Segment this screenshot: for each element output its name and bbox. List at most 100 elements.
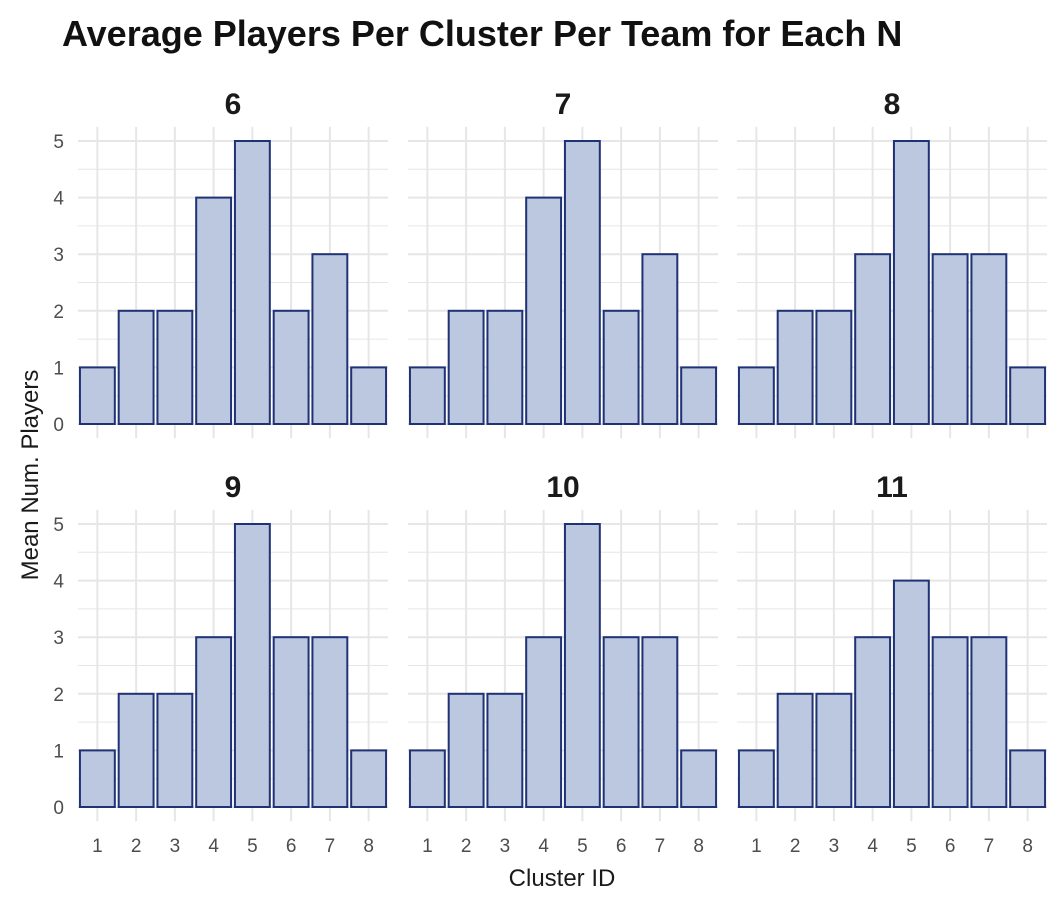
bar <box>408 366 446 425</box>
x-tick-label: 3 <box>500 836 511 857</box>
x-tick-label: 3 <box>170 836 181 857</box>
bar <box>272 636 310 809</box>
y-tick-label: 1 <box>53 358 64 379</box>
x-tick-label: 7 <box>655 836 666 857</box>
bar <box>78 749 116 809</box>
x-tick-label: 7 <box>984 836 995 857</box>
x-tick-label: 4 <box>867 836 878 857</box>
x-axis-label: Cluster ID <box>509 865 616 892</box>
y-tick-label: 4 <box>53 572 64 593</box>
chart-title: Average Players Per Cluster Per Team for… <box>62 13 902 54</box>
bar <box>641 636 679 809</box>
bar <box>970 253 1008 425</box>
x-tick-label: 2 <box>790 836 801 857</box>
y-tick-label: 3 <box>53 628 64 649</box>
y-axis-label: Mean Num. Players <box>17 370 44 581</box>
bar <box>680 749 718 809</box>
bar <box>525 636 563 809</box>
y-tick-label: 0 <box>53 415 64 436</box>
x-tick-label: 8 <box>693 836 704 857</box>
bar <box>350 749 388 809</box>
y-tick-label: 2 <box>53 302 64 323</box>
x-tick-label: 3 <box>829 836 840 857</box>
bar <box>815 309 853 425</box>
facet-strip-label: 10 <box>546 471 579 504</box>
bar <box>156 309 194 425</box>
x-tick-label: 4 <box>538 836 549 857</box>
bar <box>350 366 388 425</box>
x-tick-label: 1 <box>92 836 103 857</box>
bar <box>641 253 679 425</box>
facet-strip-label: 6 <box>225 88 242 121</box>
x-tick-label: 2 <box>461 836 472 857</box>
bar <box>737 749 775 809</box>
facet-panel-9: 9 0 1 2 3 4 5 1 2 3 4 5 6 7 8 <box>53 471 388 857</box>
bar <box>602 309 640 425</box>
bar <box>233 523 271 808</box>
bar <box>156 692 194 808</box>
bar <box>195 636 233 809</box>
bar <box>602 636 640 809</box>
y-tick-label: 2 <box>53 685 64 706</box>
facet-panel-6: 6 0 1 2 3 4 5 <box>53 88 388 439</box>
x-tick-label: 6 <box>945 836 956 857</box>
bar <box>970 636 1008 809</box>
bar <box>892 140 930 425</box>
y-tick-label: 5 <box>53 132 64 153</box>
x-tick-label: 6 <box>286 836 297 857</box>
bar <box>447 309 485 425</box>
bar <box>311 253 349 425</box>
bar <box>563 140 601 425</box>
facet-strip-label: 7 <box>555 88 572 121</box>
facet-strip-label: 11 <box>876 471 908 504</box>
x-tick-label: 1 <box>751 836 762 857</box>
bar <box>931 636 969 809</box>
x-tick-label: 8 <box>1022 836 1033 857</box>
bar <box>486 692 524 808</box>
x-tick-label: 2 <box>131 836 142 857</box>
facet-panel-8: 8 <box>737 88 1047 439</box>
bar <box>854 636 892 809</box>
bar <box>311 636 349 809</box>
bar <box>78 366 116 425</box>
bar <box>854 253 892 425</box>
x-tick-label: 5 <box>577 836 588 857</box>
y-tick-label: 5 <box>53 515 64 536</box>
facet-panel-10: 10 1 2 3 4 5 6 7 8 <box>408 471 718 857</box>
bar <box>447 692 485 808</box>
bar <box>1009 366 1047 425</box>
bar <box>931 253 969 425</box>
facet-panel-7: 7 <box>408 88 718 439</box>
y-tick-label: 4 <box>53 189 64 210</box>
facet-strip-label: 8 <box>884 88 901 121</box>
bar <box>272 309 310 425</box>
x-tick-label: 5 <box>906 836 917 857</box>
bar <box>408 749 446 809</box>
bar <box>815 692 853 808</box>
x-tick-label: 1 <box>422 836 433 857</box>
x-tick-label: 5 <box>247 836 258 857</box>
bar <box>525 196 563 425</box>
bar <box>776 309 814 425</box>
bar <box>776 692 814 808</box>
bar <box>117 309 155 425</box>
x-tick-label: 8 <box>363 836 374 857</box>
x-tick-label: 4 <box>208 836 219 857</box>
bar <box>195 196 233 425</box>
y-tick-label: 3 <box>53 245 64 266</box>
y-tick-label: 0 <box>53 798 64 819</box>
facet-strip-label: 9 <box>225 471 242 504</box>
bar <box>1009 749 1047 809</box>
bar <box>117 692 155 808</box>
bar <box>737 366 775 425</box>
y-tick-label: 1 <box>53 741 64 762</box>
x-tick-label: 6 <box>616 836 627 857</box>
x-tick-label: 7 <box>325 836 336 857</box>
bar <box>486 309 524 425</box>
bar <box>892 579 930 808</box>
facet-panel-11: 111 2 3 4 5 6 7 8 <box>737 471 1047 857</box>
bar <box>233 140 271 425</box>
bar <box>680 366 718 425</box>
